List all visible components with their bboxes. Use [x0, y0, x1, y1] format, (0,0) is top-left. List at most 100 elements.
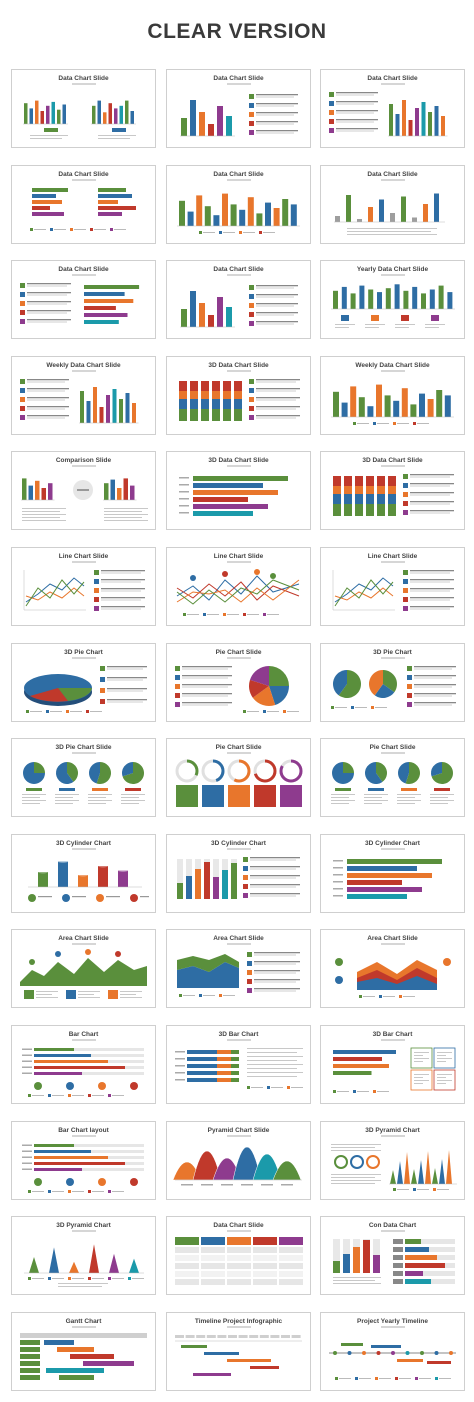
slide-thumbnail[interactable]: Data Chart Slide — [320, 69, 465, 148]
slide-thumbnail[interactable]: Area Chart Slide — [320, 929, 465, 1008]
legend-label — [203, 232, 215, 233]
placeholder-text-line — [347, 231, 431, 232]
slide-thumbnail[interactable]: Pyramid Chart Slide — [166, 1121, 311, 1200]
bar — [444, 395, 451, 417]
slide-preview-graphic — [331, 284, 455, 328]
slide-thumbnail[interactable]: Pie Chart Slide — [320, 738, 465, 817]
slide-thumbnail[interactable]: Yearly Data Chart Slide — [320, 260, 465, 339]
slide-preview — [173, 470, 304, 525]
thumb-path — [332, 762, 354, 784]
slide-thumbnail[interactable]: Pie Chart Slide — [166, 738, 311, 817]
placeholder-text-line — [22, 797, 40, 798]
slide-thumbnail[interactable]: Comparison Slide — [11, 451, 156, 530]
slide-thumbnail[interactable]: 3D Pie Chart — [11, 643, 156, 722]
slide-thumbnail[interactable]: 3D Data Chart Slide — [166, 451, 311, 530]
cylinder-fill — [186, 876, 192, 899]
list-text-line — [101, 581, 141, 583]
slide-thumbnail[interactable]: Area Chart Slide — [166, 929, 311, 1008]
list-title-line — [107, 699, 147, 701]
bar — [231, 1071, 239, 1075]
slide-title: 3D Cylinder Chart — [211, 840, 266, 847]
slide-thumbnail[interactable]: 3D Bar Chart — [320, 1025, 465, 1104]
slide-thumbnail[interactable]: Project Yearly Timeline — [320, 1312, 465, 1391]
slide-thumbnail[interactable]: Data Chart Slide — [11, 260, 156, 339]
slide-thumbnail[interactable]: 3D Data Chart Slide — [166, 356, 311, 435]
list-text-line — [27, 381, 65, 383]
slide-subtitle-line — [321, 657, 464, 659]
list-text-line — [256, 417, 296, 419]
slide-thumbnail[interactable]: 3D Pyramid Chart — [11, 1216, 156, 1295]
row-label — [22, 1150, 32, 1152]
thumb-path — [23, 762, 45, 784]
slide-thumbnail[interactable]: Data Chart Slide — [11, 69, 156, 148]
table-cell — [279, 1255, 303, 1261]
slide-thumbnail[interactable]: Line Chart Slide — [166, 547, 311, 626]
slide-subtitle-line — [167, 657, 310, 659]
list-text-line — [107, 679, 143, 681]
slide-thumbnail[interactable]: Timeline Project Infographic — [166, 1312, 311, 1391]
slide-thumbnail[interactable]: Line Chart Slide — [11, 547, 156, 626]
bar — [84, 285, 140, 289]
slide-thumbnail[interactable]: Data Chart Slide — [11, 165, 156, 244]
slide-preview — [327, 470, 458, 525]
slide-preview-graphic — [175, 1335, 302, 1376]
slide-thumbnail[interactable]: Data Chart Slide — [166, 165, 311, 244]
placeholder-text-line — [425, 324, 445, 325]
slide-thumbnail[interactable]: Weekly Data Chart Slide — [11, 356, 156, 435]
bar — [32, 188, 68, 192]
legend-swatch — [373, 1090, 376, 1093]
stack-segment — [366, 476, 374, 486]
bar — [217, 1064, 231, 1068]
legend-swatch — [415, 1377, 418, 1380]
placeholder-text-line — [347, 234, 437, 235]
timeline-bar — [204, 1352, 239, 1355]
info-card — [280, 785, 302, 807]
slide-thumbnail[interactable]: Area Chart Slide — [11, 929, 156, 1008]
slide-thumbnail[interactable]: Weekly Data Chart Slide — [320, 356, 465, 435]
thumb-path — [69, 1261, 79, 1273]
placeholder-text-line — [247, 1068, 297, 1069]
list-title-line — [336, 119, 378, 121]
bar — [389, 104, 393, 136]
slide-thumbnail[interactable]: Gantt Chart — [11, 1312, 156, 1391]
slide-thumbnail[interactable]: Line Chart Slide — [320, 547, 465, 626]
thumb-path — [269, 686, 289, 706]
slide-thumbnail[interactable]: Con Data Chart — [320, 1216, 465, 1295]
slide-thumbnail[interactable]: Pie Chart Slide — [166, 643, 311, 722]
slide-thumbnail[interactable]: 3D Cylinder Chart — [166, 834, 311, 913]
placeholder-text-line — [121, 794, 145, 795]
slide-thumbnail[interactable]: 3D Bar Chart — [166, 1025, 311, 1104]
thumb-path — [357, 976, 437, 990]
slide-thumbnail[interactable]: 3D Cylinder Chart — [320, 834, 465, 913]
slide-thumbnail[interactable]: Data Chart Slide — [166, 260, 311, 339]
legend-label — [92, 1095, 104, 1096]
bar — [123, 478, 128, 500]
slide-thumbnail[interactable]: Bar Chart layout — [11, 1121, 156, 1200]
slide-thumbnail[interactable]: 3D Pyramid Chart — [320, 1121, 465, 1200]
slide-preview-graphic — [22, 1144, 144, 1193]
placeholder-text-line — [437, 1080, 452, 1081]
stack-segment — [212, 399, 220, 409]
list-text-line — [27, 294, 67, 296]
bar — [119, 105, 123, 124]
badge — [112, 128, 126, 132]
row-label — [179, 505, 189, 507]
slide-thumbnail[interactable]: 3D Pie Chart — [320, 643, 465, 722]
bar — [97, 100, 101, 124]
list-icon — [407, 684, 412, 689]
slide-thumbnail[interactable]: Data Chart Slide — [166, 1216, 311, 1295]
legend-swatch — [28, 1190, 31, 1193]
slide-thumbnail[interactable]: 3D Cylinder Chart — [11, 834, 156, 913]
list-icon — [249, 285, 254, 290]
slide-thumbnail[interactable]: Data Chart Slide — [166, 69, 311, 148]
slide-thumbnail[interactable]: Bar Chart — [11, 1025, 156, 1104]
list-title-line — [256, 112, 298, 114]
table-cell — [227, 1279, 251, 1285]
bar — [112, 389, 117, 423]
slide-thumbnail[interactable]: Data Chart Slide — [320, 165, 465, 244]
slide-subtitle-line — [321, 83, 464, 85]
slide-thumbnail[interactable]: 3D Data Chart Slide — [320, 451, 465, 530]
slide-preview-graphic — [175, 1048, 303, 1089]
slide-thumbnail[interactable]: 3D Pie Chart Slide — [11, 738, 156, 817]
list-title-line — [182, 675, 232, 677]
